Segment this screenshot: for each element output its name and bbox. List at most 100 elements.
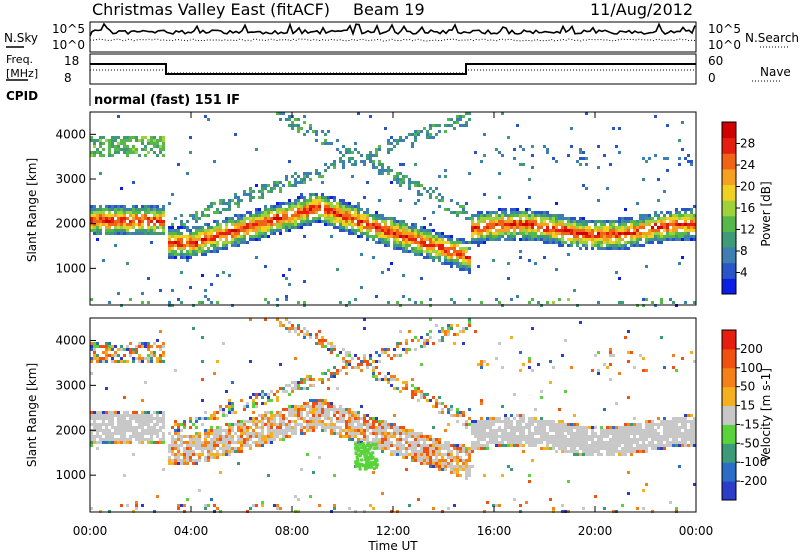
velocity-cell <box>675 441 678 444</box>
power-cell <box>351 208 354 211</box>
velocity-cell <box>342 420 345 423</box>
velocity-cell <box>486 444 489 447</box>
velocity-cell <box>219 447 222 450</box>
velocity-cell <box>330 342 333 345</box>
velocity-cell <box>651 438 654 441</box>
velocity-cell <box>336 417 339 420</box>
velocity-cell <box>246 441 249 444</box>
velocity-cell <box>240 441 243 444</box>
power-cell <box>483 235 486 238</box>
velocity-cell <box>546 447 549 450</box>
velocity-cell <box>426 447 429 450</box>
velocity-cell <box>375 366 378 369</box>
power-cell <box>693 223 696 226</box>
power-cell <box>351 232 354 235</box>
power-cell <box>657 178 660 181</box>
power-cell <box>237 226 240 229</box>
velocity-cell <box>408 447 411 450</box>
velocity-cell <box>399 330 402 333</box>
power-cell <box>168 229 171 232</box>
power-cell <box>651 301 654 304</box>
power-cell <box>141 136 144 139</box>
velocity-cell <box>261 396 264 399</box>
velocity-cell <box>651 444 654 447</box>
velocity-cell <box>504 414 507 417</box>
power-cell <box>645 238 648 241</box>
velocity-cell <box>423 396 426 399</box>
power-cell <box>615 235 618 238</box>
velocity-cell <box>399 453 402 456</box>
power-cell <box>693 205 696 208</box>
power-cell <box>147 220 150 223</box>
velocity-cell <box>645 450 648 453</box>
velocity-cell <box>627 423 630 426</box>
velocity-cell <box>207 417 210 420</box>
power-cell <box>153 229 156 232</box>
power-cell <box>540 214 543 217</box>
velocity-cell <box>141 420 144 423</box>
velocity-cell <box>516 420 519 423</box>
power-cell <box>570 244 573 247</box>
power-cell <box>300 208 303 211</box>
power-cell <box>675 208 678 211</box>
power-cell <box>609 241 612 244</box>
power-cell <box>486 223 489 226</box>
velocity-cell <box>492 504 495 507</box>
power-cell <box>312 205 315 208</box>
power-cell <box>366 232 369 235</box>
velocity-cell <box>369 417 372 420</box>
power-cell <box>90 136 93 139</box>
velocity-cell <box>504 420 507 423</box>
velocity-cell <box>150 345 153 348</box>
power-cell <box>192 232 195 235</box>
power-cell <box>144 205 147 208</box>
velocity-cell <box>540 432 543 435</box>
velocity-cell <box>90 432 93 435</box>
power-cell <box>582 151 585 154</box>
power-cell <box>174 253 177 256</box>
power-cell <box>639 217 642 220</box>
power-cell <box>312 202 315 205</box>
power-cell <box>399 178 402 181</box>
velocity-cell <box>402 387 405 390</box>
power-cell <box>693 220 696 223</box>
velocity-cell <box>492 429 495 432</box>
velocity-cell <box>105 345 108 348</box>
velocity-cell <box>396 342 399 345</box>
power-cell <box>123 232 126 235</box>
velocity-cell <box>411 450 414 453</box>
power-cell <box>342 166 345 169</box>
power-cell <box>426 256 429 259</box>
power-cell <box>147 151 150 154</box>
velocity-cell <box>342 429 345 432</box>
velocity-cell <box>366 435 369 438</box>
velocity-cell <box>411 453 414 456</box>
power-cell <box>291 124 294 127</box>
velocity-cell <box>252 402 255 405</box>
power-cell <box>555 229 558 232</box>
velocity-cell <box>324 402 327 405</box>
velocity-cell <box>531 420 534 423</box>
velocity-cell <box>540 417 543 420</box>
power-cell <box>366 208 369 211</box>
power-cell <box>297 211 300 214</box>
power-cell <box>363 160 366 163</box>
velocity-cell <box>243 426 246 429</box>
velocity-cell <box>645 429 648 432</box>
velocity-cell <box>117 429 120 432</box>
power-cell <box>366 235 369 238</box>
power-cell <box>234 241 237 244</box>
velocity-cell <box>462 411 465 414</box>
power-cell <box>693 235 696 238</box>
power-cell <box>318 196 321 199</box>
power-cell <box>585 232 588 235</box>
velocity-cell <box>639 426 642 429</box>
power-cell <box>612 247 615 250</box>
velocity-cell <box>357 441 360 444</box>
power-cell <box>402 235 405 238</box>
velocity-cell <box>147 426 150 429</box>
power-cell <box>168 256 171 259</box>
power-cell <box>228 220 231 223</box>
velocity-cell <box>354 435 357 438</box>
velocity-cell <box>120 357 123 360</box>
